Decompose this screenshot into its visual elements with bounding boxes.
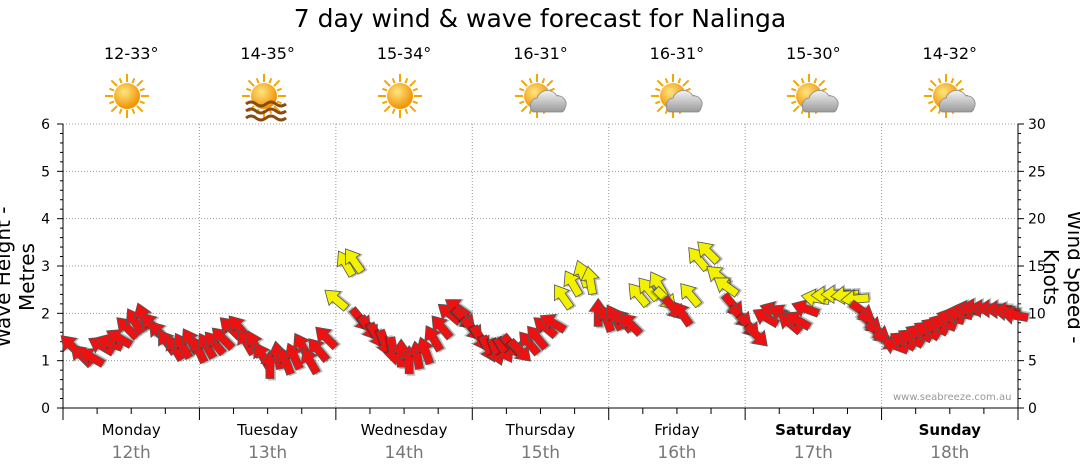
wind-arrow-body xyxy=(744,322,768,347)
wind-arrow-body xyxy=(431,315,454,341)
wind-arrow-body xyxy=(697,241,721,266)
right-tick-label: 5 xyxy=(1028,354,1037,370)
credit-text: www.seabreeze.com.au xyxy=(893,392,1012,403)
day-temperature: 16-31° xyxy=(649,44,705,63)
wind-arrow xyxy=(680,283,705,309)
chart-title: 7 day wind & wave forecast for Nalinga xyxy=(293,4,787,33)
wind-arrow-body xyxy=(619,313,644,337)
wind-arrow xyxy=(415,336,437,367)
left-tick-label: 3 xyxy=(41,259,50,275)
day-date: 15th xyxy=(520,443,561,463)
left-tick-label: 5 xyxy=(41,164,50,180)
wind-arrow-body xyxy=(345,248,366,275)
day-date: 16th xyxy=(657,443,697,463)
wind-arrow xyxy=(830,284,862,306)
sun-icon xyxy=(374,74,434,124)
wind-arrow-body xyxy=(527,325,550,351)
day-temperature: 14-35° xyxy=(240,44,295,63)
partly-cloudy-icon xyxy=(647,74,707,124)
wind-arrow xyxy=(840,288,872,309)
wind-arrow xyxy=(673,301,696,328)
partly-cloudy-icon xyxy=(920,74,980,124)
partly-cloudy-icon xyxy=(511,74,571,124)
wind-arrow xyxy=(713,277,743,298)
day-name: Thursday xyxy=(505,421,576,439)
day-temperature: 15-34° xyxy=(376,44,432,63)
right-tick-label: 10 xyxy=(1028,306,1046,322)
wind-arrow xyxy=(539,313,570,334)
day-date: 13th xyxy=(248,443,288,463)
day-name: Wednesday xyxy=(360,421,448,439)
sun-icon xyxy=(101,74,161,124)
wind-arrow xyxy=(999,304,1031,325)
wind-arrow-body xyxy=(673,301,694,328)
day-temperature: 12-33° xyxy=(103,44,159,63)
wind-arrow-body xyxy=(539,314,568,334)
wind-arrow-body xyxy=(553,284,575,311)
day-name: Monday xyxy=(101,421,161,439)
right-tick-label: 25 xyxy=(1028,164,1046,180)
wind-arrow xyxy=(784,310,815,332)
wind-arrow-body xyxy=(300,347,321,376)
wind-arrow-body xyxy=(415,336,435,366)
day-name: Saturday xyxy=(775,421,852,439)
wind-arrow-body xyxy=(680,283,703,309)
left-tick-label: 0 xyxy=(41,401,50,417)
day-date: 14th xyxy=(384,443,424,463)
day-date: 12th xyxy=(111,443,151,463)
day-date: 18th xyxy=(930,443,970,463)
wind-arrow-body xyxy=(580,265,600,296)
left-tick-label: 4 xyxy=(41,212,50,228)
wind-arrow xyxy=(619,313,646,337)
right-tick-label: 15 xyxy=(1028,259,1046,275)
day-name: Friday xyxy=(654,421,700,439)
day-name: Sunday xyxy=(918,421,981,439)
wind-arrow-body xyxy=(848,299,875,320)
wind-arrow xyxy=(485,336,507,366)
wind-arrow xyxy=(431,315,456,341)
wind-arrow xyxy=(527,325,552,351)
sun-haze-icon xyxy=(238,74,298,124)
wind-arrow xyxy=(211,327,238,352)
wind-arrow-body xyxy=(563,270,584,298)
left-tick-label: 6 xyxy=(41,117,50,133)
day-temperature: 16-31° xyxy=(513,44,568,63)
wind-arrow-body xyxy=(211,327,236,352)
day-temperature: 14-32° xyxy=(922,44,978,63)
right-tick-label: 30 xyxy=(1028,117,1046,133)
left-tick-label: 1 xyxy=(41,354,50,370)
wind-arrow xyxy=(315,326,342,351)
wind-arrow-body xyxy=(308,338,331,364)
wind-arrow xyxy=(741,322,768,347)
wind-arrow xyxy=(697,241,724,266)
wind-arrow xyxy=(553,284,577,311)
wind-arrow-body xyxy=(324,289,350,312)
wind-arrow xyxy=(324,289,352,312)
right-tick-label: 0 xyxy=(1028,401,1037,417)
wind-arrow-body xyxy=(315,326,339,351)
right-tick-label: 20 xyxy=(1028,212,1046,228)
wind-arrow-body xyxy=(713,277,740,298)
wind-arrow xyxy=(491,335,514,364)
partly-cloudy-icon xyxy=(783,74,843,124)
wind-arrow xyxy=(345,248,368,275)
day-name: Tuesday xyxy=(237,421,299,439)
day-date: 17th xyxy=(793,443,833,463)
wind-arrow xyxy=(105,328,136,349)
left-tick-label: 2 xyxy=(41,306,50,322)
wind-arrow-body xyxy=(424,325,445,353)
day-temperature: 15-30° xyxy=(786,44,841,63)
wind-arrow-body xyxy=(999,305,1029,325)
wind-arrow xyxy=(308,338,333,364)
wind-arrow xyxy=(580,265,602,297)
